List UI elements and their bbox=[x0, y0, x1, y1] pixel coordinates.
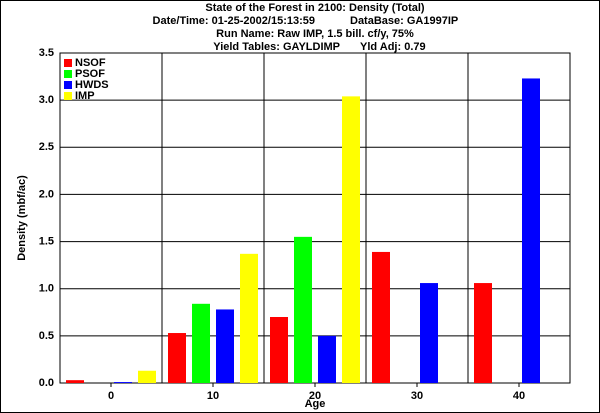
legend-label: IMP bbox=[75, 90, 95, 102]
bar bbox=[318, 335, 336, 383]
bar bbox=[420, 283, 438, 383]
x-tick-label: 0 bbox=[108, 390, 114, 402]
x-tick-label: 30 bbox=[411, 390, 423, 402]
subtitle: Yield Tables: GAYLDIMP bbox=[213, 41, 340, 53]
y-tick-label: 2.5 bbox=[39, 141, 54, 153]
x-tick-label: 20 bbox=[309, 390, 321, 402]
bar bbox=[270, 317, 288, 383]
legend-swatch bbox=[64, 70, 72, 78]
bar bbox=[372, 251, 390, 383]
legend-label: HWDS bbox=[75, 79, 109, 91]
x-tick-label: 10 bbox=[207, 390, 219, 402]
subtitle: Run Name: Raw IMP, 1.5 bill. cf/y, 75% bbox=[216, 28, 414, 40]
x-tick-label: 40 bbox=[513, 390, 525, 402]
legend-swatch bbox=[64, 81, 72, 89]
legend-swatch bbox=[64, 59, 72, 67]
subtitle: DataBase: GA1997IP bbox=[350, 15, 458, 27]
bar bbox=[66, 380, 84, 383]
chart-title: State of the Forest in 2100: Density (To… bbox=[205, 2, 425, 14]
y-tick-label: 2.0 bbox=[39, 188, 54, 200]
bar bbox=[474, 283, 492, 383]
legend-label: NSOF bbox=[75, 57, 106, 69]
bar bbox=[240, 253, 258, 383]
y-tick-label: 0.0 bbox=[39, 377, 54, 389]
x-axis-label: Age bbox=[305, 398, 326, 410]
bar bbox=[114, 382, 132, 383]
y-tick-label: 3.0 bbox=[39, 94, 54, 106]
y-tick-label: 1.0 bbox=[39, 283, 54, 295]
y-tick-label: 0.5 bbox=[39, 330, 54, 342]
bar bbox=[138, 370, 156, 383]
bar bbox=[522, 78, 540, 383]
y-tick-label: 3.5 bbox=[39, 47, 54, 59]
bar bbox=[342, 96, 360, 383]
subtitle: Date/Time: 01-25-2002/15:13:59 bbox=[153, 15, 315, 27]
bar bbox=[192, 303, 210, 383]
legend-label: PSOF bbox=[75, 68, 105, 80]
y-axis-label: Density (mbf/ac) bbox=[16, 175, 28, 261]
subtitle: Yld Adj: 0.79 bbox=[360, 41, 426, 53]
legend-swatch bbox=[64, 92, 72, 100]
y-tick-label: 1.5 bbox=[39, 235, 54, 247]
bar bbox=[216, 309, 234, 383]
plot-area bbox=[59, 52, 571, 384]
bar bbox=[294, 236, 312, 383]
bar bbox=[168, 333, 186, 383]
